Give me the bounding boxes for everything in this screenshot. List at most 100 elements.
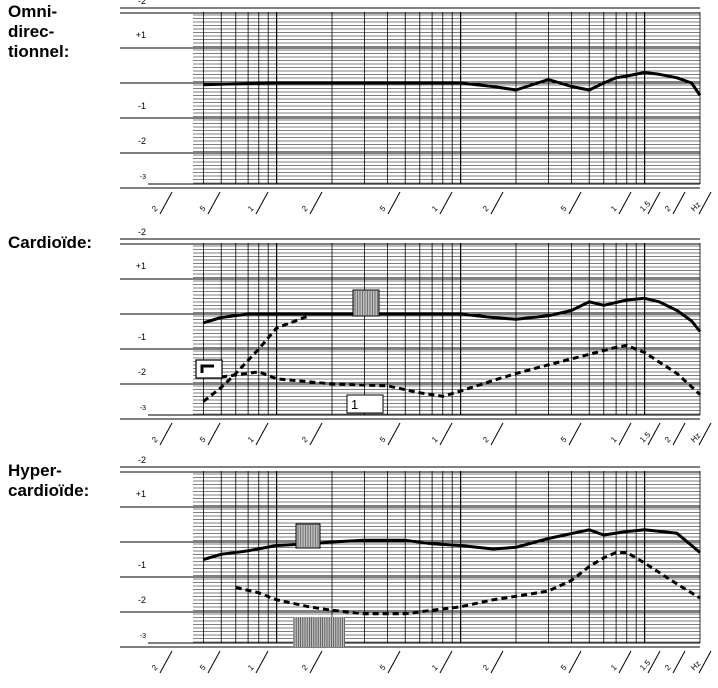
x-tick-label: 2 xyxy=(300,435,310,445)
callout-text: 1 xyxy=(351,397,358,412)
x-tick-label: 5 xyxy=(559,663,569,673)
x-tick-mark xyxy=(207,191,221,215)
x-tick-mark xyxy=(439,422,453,446)
x-tick-label: 2 xyxy=(150,435,160,445)
x-tick-mark xyxy=(647,191,661,215)
panel-label-omni: Omni- direc- tionnel: xyxy=(8,2,70,61)
y-tick-label: +1 xyxy=(136,489,146,499)
y-tick-label: -2 xyxy=(138,227,146,237)
x-tick-label: 5 xyxy=(378,663,388,673)
x-tick-label: 1.5 xyxy=(638,658,653,673)
x-tick-mark xyxy=(439,191,453,215)
x-tick-label: 2 xyxy=(663,435,673,445)
y-tick-label: +1 xyxy=(136,30,146,40)
x-tick-label: 5 xyxy=(198,663,208,673)
x-tick-mark xyxy=(618,422,632,446)
x-tick-mark xyxy=(647,650,661,674)
x-tick-label: 2 xyxy=(663,204,673,214)
x-tick-label: 5 xyxy=(198,204,208,214)
x-tick-mark xyxy=(387,191,401,215)
x-tick-label: 1 xyxy=(430,204,440,214)
x-tick-label: 2 xyxy=(481,204,491,214)
x-tick-mark xyxy=(618,191,632,215)
x-tick-label: 5 xyxy=(559,204,569,214)
solid-response-curve xyxy=(202,528,701,561)
x-tick-label: 1 xyxy=(246,663,256,673)
dashed-response-curve xyxy=(235,551,701,616)
y-tick-label: -1 xyxy=(138,560,146,570)
x-tick-mark xyxy=(672,422,686,446)
x-tick-mark xyxy=(207,422,221,446)
shaded-callout xyxy=(352,289,380,317)
x-tick-label: 5 xyxy=(378,435,388,445)
x-tick-mark xyxy=(255,650,269,674)
x-tick-mark xyxy=(698,422,712,446)
x-tick-mark xyxy=(698,650,712,674)
y-tick-label: -3 xyxy=(140,633,146,640)
chart-panel-0: -2+1-1-2-32 5 1 2 5 1 2 5 1 1.5 2 Hz xyxy=(120,0,712,215)
x-tick-mark xyxy=(568,422,582,446)
x-tick-mark xyxy=(387,650,401,674)
panel-label-hypercardioid: Hyper- cardioïde: xyxy=(8,461,90,500)
callout-box-1: 1 xyxy=(346,394,384,414)
x-tick-label: 2 xyxy=(300,663,310,673)
y-tick-label: -1 xyxy=(138,101,146,111)
x-tick-mark xyxy=(159,422,173,446)
x-tick-mark xyxy=(159,650,173,674)
x-tick-mark xyxy=(255,191,269,215)
x-tick-label: 1.5 xyxy=(638,430,653,445)
x-tick-label: 2 xyxy=(481,435,491,445)
x-tick-label: 2 xyxy=(300,204,310,214)
solid-response-curve xyxy=(202,296,702,333)
x-tick-label: 1 xyxy=(246,435,256,445)
x-tick-mark xyxy=(568,191,582,215)
x-tick-mark xyxy=(309,191,323,215)
chart-panel-1: -2+1-1-2-32 5 1 2 5 1 2 5 1 1.5 2 Hz xyxy=(120,227,712,446)
x-tick-mark xyxy=(490,422,504,446)
x-tick-label: 1 xyxy=(246,204,256,214)
x-tick-label: 2 xyxy=(481,663,491,673)
x-tick-label: 5 xyxy=(559,435,569,445)
x-tick-mark xyxy=(159,191,173,215)
shade-fill xyxy=(293,617,345,647)
x-tick-label: 1.5 xyxy=(638,199,653,214)
y-tick-label: -2 xyxy=(138,136,146,146)
y-tick-label: -3 xyxy=(140,405,146,412)
x-tick-mark xyxy=(672,191,686,215)
x-tick-mark xyxy=(439,650,453,674)
panel-label-cardioid: Cardioïde: xyxy=(8,233,93,252)
dashed-response-curve xyxy=(202,314,310,403)
x-tick-label: 5 xyxy=(378,204,388,214)
shaded-callout xyxy=(295,523,321,549)
x-tick-mark xyxy=(490,191,504,215)
x-tick-mark xyxy=(387,422,401,446)
x-tick-label: 1 xyxy=(430,435,440,445)
x-tick-mark xyxy=(647,422,661,446)
solid-response-curve xyxy=(203,71,702,97)
y-tick-label: -2 xyxy=(138,595,146,605)
callout-frame xyxy=(195,359,223,379)
x-tick-mark xyxy=(255,422,269,446)
angle-mark xyxy=(200,364,214,373)
x-tick-label: 2 xyxy=(150,204,160,214)
x-tick-label: 1 xyxy=(609,663,619,673)
y-tick-label: -1 xyxy=(138,332,146,342)
y-tick-label: -2 xyxy=(138,0,146,6)
chart-panel-2: -2+1-1-2-32 5 1 2 5 1 2 5 1 1.5 2 Hz xyxy=(120,455,712,674)
y-tick-label: +1 xyxy=(136,261,146,271)
x-tick-mark xyxy=(490,650,504,674)
x-tick-mark xyxy=(568,650,582,674)
dashed-response-curve xyxy=(220,344,702,398)
x-tick-mark xyxy=(698,191,712,215)
x-tick-label: 1 xyxy=(609,204,619,214)
x-tick-mark xyxy=(618,650,632,674)
callout-frame xyxy=(346,394,384,414)
shaded-callout xyxy=(293,617,345,647)
x-tick-mark xyxy=(309,650,323,674)
x-tick-label: 5 xyxy=(198,435,208,445)
callout-angle-box xyxy=(195,359,223,379)
y-tick-label: -2 xyxy=(138,455,146,465)
x-tick-mark xyxy=(672,650,686,674)
x-tick-mark xyxy=(207,650,221,674)
